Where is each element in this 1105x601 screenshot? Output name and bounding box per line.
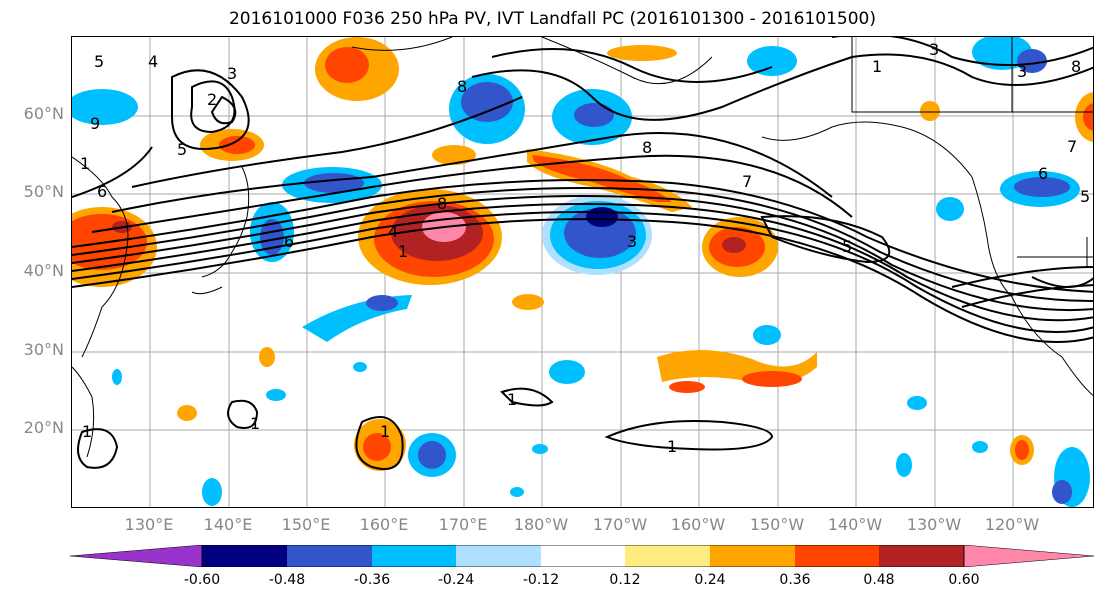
contour-label: 4 [388, 222, 398, 241]
contour-label: 4 [148, 52, 158, 71]
colorbar-swatch [625, 545, 710, 567]
contour-label: 1 [250, 414, 260, 433]
colorbar-tick-label: 0.48 [863, 572, 895, 588]
contour-label: 8 [1071, 57, 1081, 76]
contour-label: 1 [80, 154, 90, 173]
contour-label: 5 [94, 52, 104, 71]
lat-label: 40°N [23, 261, 64, 280]
contour-label: 7 [1067, 137, 1077, 156]
colorbar-swatch [541, 545, 625, 567]
colorbar-swatch [710, 545, 795, 567]
colorbar-tick-label: 0.24 [694, 572, 726, 588]
ivt-contours [72, 37, 1093, 470]
colorbar-swatch [795, 545, 879, 567]
contour-label: 1 [380, 422, 390, 441]
colorbar [70, 545, 1095, 567]
colorbar-swatch [456, 545, 541, 567]
colorbar-tick-label: 0.60 [948, 572, 980, 588]
colorbar-swatch [372, 545, 456, 567]
lon-label: 140°E [203, 515, 253, 534]
colorbar-extend-right [963, 545, 1095, 567]
contour-label: 3 [929, 40, 939, 59]
colorbar-swatch [879, 545, 964, 567]
contour-label: 8 [437, 194, 447, 213]
map-panel: 5 4 3 2 5 6 9 1 8 3 1 8 7 5 3 6 1 1 1 1 … [71, 36, 1094, 508]
contour-label: 9 [90, 114, 100, 133]
contour-label: 3 [627, 232, 637, 251]
pv-filled-contours [72, 37, 1093, 507]
lon-label: 150°W [749, 515, 805, 534]
contour-label: 7 [742, 172, 752, 191]
colorbar-swatch [287, 545, 372, 567]
lon-label: 170°W [592, 515, 648, 534]
lat-label: 60°N [23, 104, 64, 123]
colorbar-tick-label: -0.60 [183, 572, 221, 588]
colorbar-swatch [202, 545, 287, 567]
contour-label: 5 [842, 237, 852, 256]
contour-label: 1 [82, 422, 92, 441]
contour-label: 8 [457, 77, 467, 96]
coastlines [72, 37, 1093, 458]
contour-label: 1 [398, 242, 408, 261]
contour-label: 1 [667, 437, 677, 456]
colorbar-tick-label: 0.12 [609, 572, 641, 588]
contour-label: 3 [1017, 62, 1027, 81]
contour-label: 2 [207, 90, 217, 109]
contour-label: 5 [1080, 187, 1090, 206]
contour-label: 6 [284, 232, 294, 251]
contour-label: 8 [642, 138, 652, 157]
contour-label: 6 [1038, 164, 1048, 183]
colorbar-tick-label: 0.36 [779, 572, 811, 588]
colorbar-tick-label: -0.12 [522, 572, 560, 588]
lon-label: 130°W [906, 515, 962, 534]
lon-label: 160°E [359, 515, 409, 534]
lon-label: 140°W [827, 515, 883, 534]
colorbar-extend-left [70, 545, 203, 567]
lon-label: 180°W [513, 515, 569, 534]
lat-label: 50°N [23, 182, 64, 201]
lat-label: 20°N [23, 418, 64, 437]
lon-label: 130°E [124, 515, 174, 534]
lat-label: 30°N [23, 340, 64, 359]
lon-label: 160°W [670, 515, 726, 534]
contour-label: 5 [177, 140, 187, 159]
colorbar-tick-label: -0.48 [268, 572, 306, 588]
colorbar-tick-label: -0.36 [353, 572, 391, 588]
contour-label: 6 [97, 182, 107, 201]
contour-label: 1 [507, 390, 517, 409]
lon-label: 170°E [438, 515, 488, 534]
lon-label: 150°E [281, 515, 331, 534]
map-canvas: 5 4 3 2 5 6 9 1 8 3 1 8 7 5 3 6 1 1 1 1 … [72, 37, 1093, 507]
contour-label: 3 [227, 64, 237, 83]
contour-label-group: 5 4 3 2 5 6 9 1 8 3 1 8 7 5 3 6 1 1 1 1 … [80, 40, 1090, 456]
contour-label: 1 [872, 57, 882, 76]
colorbar-tick-label: -0.24 [437, 572, 475, 588]
lon-label: 120°W [984, 515, 1040, 534]
map-title: 2016101000 F036 250 hPa PV, IVT Landfall… [228, 9, 876, 29]
